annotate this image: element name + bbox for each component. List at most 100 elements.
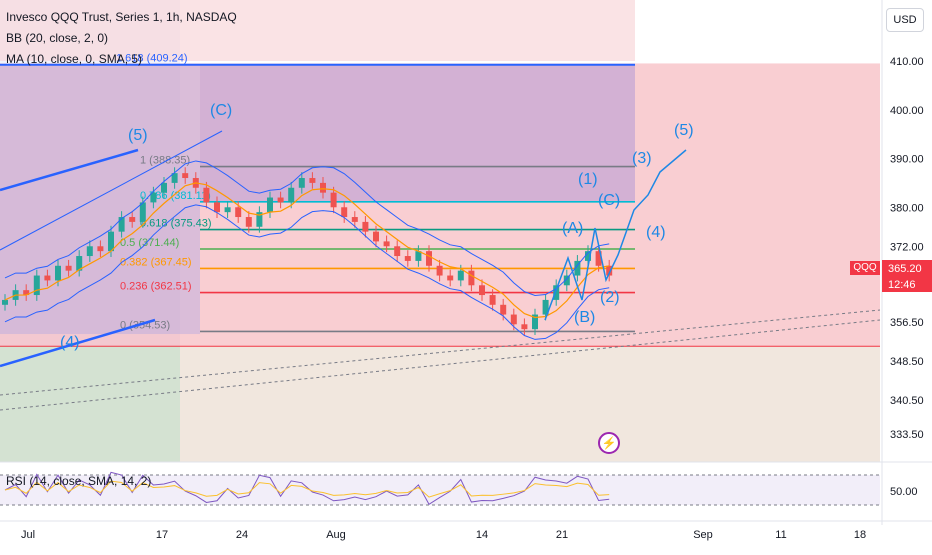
candle-body xyxy=(468,270,475,286)
fib-level-label: 0.786 (381.11) xyxy=(140,190,211,202)
fib-zone-purple xyxy=(200,64,635,202)
candle-body xyxy=(553,285,560,300)
candle-body xyxy=(394,246,401,257)
time-tick-label: 18 xyxy=(854,529,866,541)
candle-body xyxy=(44,275,51,281)
channel-lower-line xyxy=(0,318,156,368)
currency-button[interactable]: USD xyxy=(886,8,924,32)
time-tick-label: Aug xyxy=(326,529,346,541)
price-tick-label: 372.00 xyxy=(890,241,924,253)
wave-label: (3) xyxy=(632,150,652,167)
time-tick-label: Jul xyxy=(21,529,35,541)
wave-label: (C) xyxy=(210,102,232,119)
channel-mid-line xyxy=(0,130,223,251)
candle-body xyxy=(532,314,538,330)
candle-body xyxy=(447,275,454,281)
candle-body xyxy=(118,217,125,232)
candle-body xyxy=(500,304,507,315)
fib-level-label: 0.5 (371.44) xyxy=(120,237,179,249)
fib-level-label: 0.236 (362.51) xyxy=(120,281,192,293)
candle-body xyxy=(171,173,178,183)
wave-label: (C) xyxy=(598,192,620,209)
candle-body xyxy=(309,178,316,183)
last-price-tag: 365.20 12:46 xyxy=(882,260,932,292)
fib-level-label: 0.618 (375.43) xyxy=(140,218,212,230)
symbol-price-badge: QQQ xyxy=(850,261,880,275)
candle-body xyxy=(585,251,591,261)
price-tick-label: 356.50 xyxy=(890,317,924,329)
candle-body xyxy=(436,265,443,276)
candle-body xyxy=(426,251,432,266)
candle-body xyxy=(23,290,30,296)
symbol-title: Invesco QQQ Trust, Series 1, 1h, NASDAQ xyxy=(6,10,237,24)
candle-body xyxy=(298,178,305,188)
candle-body xyxy=(510,314,517,325)
fib-level-label: 0.382 (367.45) xyxy=(120,256,192,268)
candle-body xyxy=(542,299,549,315)
projected-wave-path xyxy=(544,149,687,321)
candle-body xyxy=(86,246,93,257)
wave-label: (4) xyxy=(646,224,666,241)
wave-label: (5) xyxy=(128,127,148,144)
rsi-tick-label: 50.00 xyxy=(890,486,918,498)
price-tick-label: 410.00 xyxy=(890,56,924,68)
candle-body xyxy=(489,295,496,305)
ma-indicator-label[interactable]: MA (10, close, 0, SMA, 5) xyxy=(6,52,143,66)
time-tick-label: Sep xyxy=(693,529,713,541)
fib-zone-green xyxy=(0,346,180,462)
wave-label: (2) xyxy=(600,289,620,306)
candle-body xyxy=(33,275,40,296)
rsi-band xyxy=(0,475,880,505)
ma-line xyxy=(4,182,610,319)
price-tick-label: 390.00 xyxy=(890,154,924,166)
time-tick-label: 11 xyxy=(775,529,786,541)
fib-zone-bottom xyxy=(180,346,880,462)
candle-body xyxy=(267,197,273,213)
candle-body xyxy=(351,217,358,222)
wave-label: (4) xyxy=(60,334,80,351)
rsi-indicator-label[interactable]: RSI (14, close, SMA, 14, 2) xyxy=(6,474,152,488)
time-tick-label: 17 xyxy=(156,529,168,541)
candle-body xyxy=(256,212,263,227)
wave-label: (5) xyxy=(674,122,694,139)
bb-indicator-label[interactable]: BB (20, close, 2, 0) xyxy=(6,31,109,45)
wave-label: (B) xyxy=(574,309,595,326)
fib-zone-main xyxy=(0,63,880,347)
candle-body xyxy=(479,285,485,296)
price-tick-label: 380.00 xyxy=(890,202,924,214)
flash-icon[interactable]: ⚡ xyxy=(598,432,620,454)
candle-body xyxy=(373,231,379,242)
price-tick-label: 348.50 xyxy=(890,356,924,368)
time-tick-label: 21 xyxy=(556,529,568,541)
candle-body xyxy=(150,192,157,203)
candle-body xyxy=(214,202,220,213)
candle-body xyxy=(595,251,602,266)
fib-level-label: 0 (354.53) xyxy=(120,319,170,331)
candle-body xyxy=(76,256,83,271)
candle-body xyxy=(288,187,295,203)
candle-body xyxy=(362,221,369,232)
candle-body xyxy=(203,187,210,203)
candle-body xyxy=(563,275,570,286)
candle-body xyxy=(574,260,581,276)
candle-body xyxy=(606,265,613,276)
candle-body xyxy=(341,207,348,218)
price-tick-label: 340.50 xyxy=(890,395,924,407)
fib-level-label: 1 (388.35) xyxy=(140,155,190,167)
bb-lower-band xyxy=(4,204,610,340)
bb-upper-band xyxy=(4,160,610,297)
candle-body xyxy=(383,241,390,247)
candle-body xyxy=(161,182,167,193)
candle-body xyxy=(97,246,104,252)
time-tick-label: 14 xyxy=(476,529,488,541)
last-price: 365.20 xyxy=(888,263,922,275)
time-tick-label: 24 xyxy=(236,529,248,541)
candle-body xyxy=(224,207,231,213)
rsi-sma-line xyxy=(4,480,610,498)
candle-body xyxy=(2,299,8,305)
rsi-line xyxy=(4,471,610,505)
fib-level-label: 1.618 (409.24) xyxy=(116,53,188,65)
candle-body xyxy=(182,173,189,179)
